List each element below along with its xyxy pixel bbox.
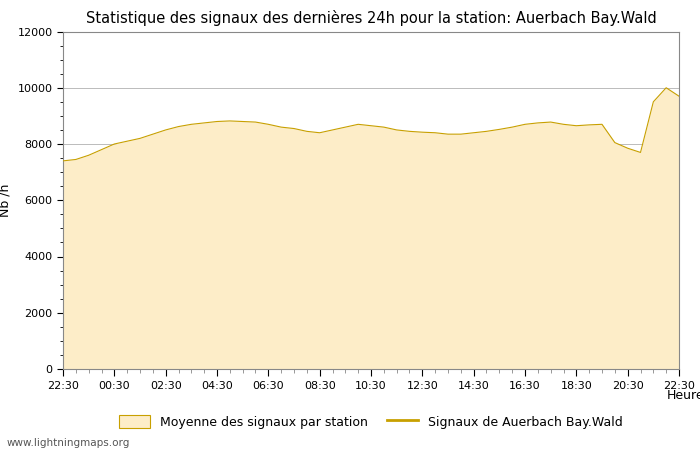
Text: www.lightningmaps.org: www.lightningmaps.org: [7, 438, 130, 448]
X-axis label: Heure: Heure: [666, 389, 700, 402]
Y-axis label: Nb /h: Nb /h: [0, 184, 12, 217]
Legend: Moyenne des signaux par station, Signaux de Auerbach Bay.Wald: Moyenne des signaux par station, Signaux…: [114, 410, 628, 434]
Title: Statistique des signaux des dernières 24h pour la station: Auerbach Bay.Wald: Statistique des signaux des dernières 24…: [85, 10, 657, 26]
